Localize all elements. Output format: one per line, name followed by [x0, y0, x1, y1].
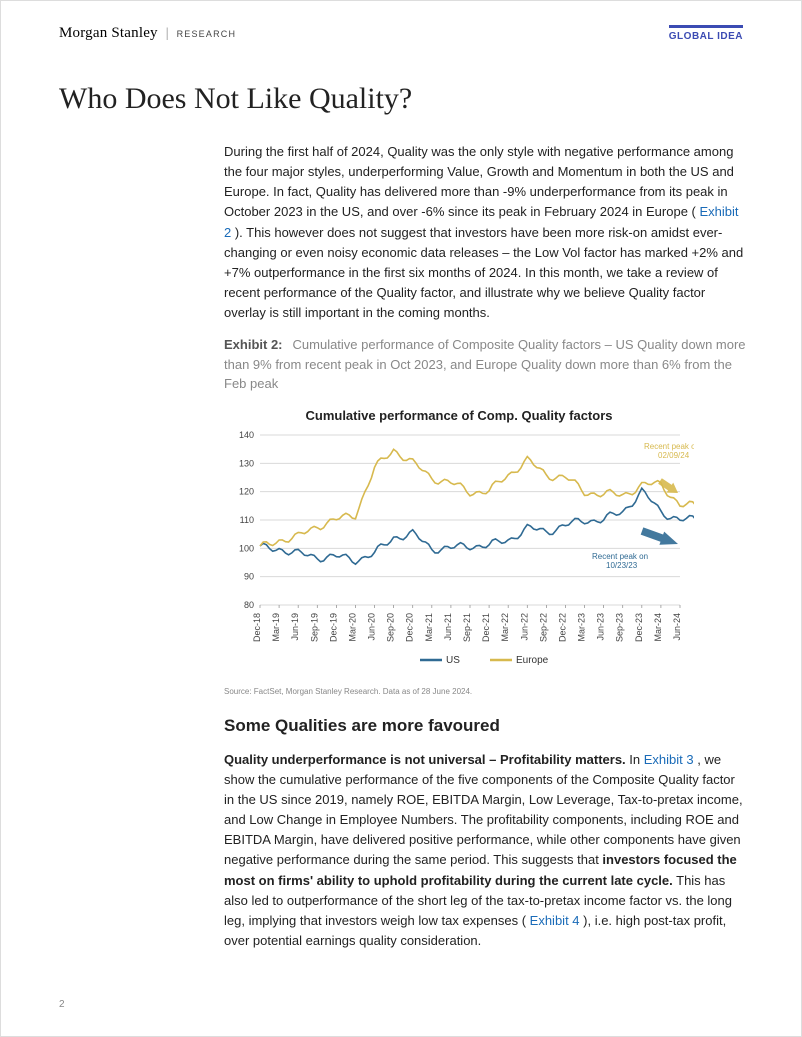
- svg-text:Mar-23: Mar-23: [577, 613, 587, 642]
- page-title: Who Does Not Like Quality?: [59, 82, 743, 116]
- global-idea-tag: GLOBAL IDEA: [669, 25, 743, 42]
- svg-text:110: 110: [240, 515, 254, 525]
- svg-text:Sep-23: Sep-23: [615, 613, 625, 642]
- svg-text:130: 130: [239, 458, 254, 468]
- svg-text:90: 90: [244, 571, 254, 581]
- para1-text-b: ). This however does not suggest that in…: [224, 225, 743, 321]
- page-number: 2: [59, 999, 65, 1010]
- chart-container: Cumulative performance of Comp. Quality …: [224, 408, 694, 681]
- svg-text:Mar-22: Mar-22: [500, 613, 510, 642]
- svg-text:Mar-24: Mar-24: [653, 613, 663, 642]
- svg-text:Europe: Europe: [516, 655, 549, 666]
- content: Who Does Not Like Quality? During the fi…: [1, 42, 801, 951]
- svg-text:100: 100: [239, 543, 254, 553]
- svg-text:Recent peak on: Recent peak on: [592, 552, 648, 561]
- svg-text:120: 120: [239, 486, 254, 496]
- svg-text:Dec-20: Dec-20: [405, 613, 415, 642]
- brand-name: Morgan Stanley: [59, 25, 158, 42]
- svg-text:Sep-19: Sep-19: [309, 613, 319, 642]
- para-2: Quality underperformance is not universa…: [224, 750, 746, 951]
- exhibit-4-link[interactable]: Exhibit 4: [530, 913, 583, 928]
- para1-text-a: During the first half of 2024, Quality w…: [224, 144, 734, 219]
- svg-text:02/09/24: 02/09/24: [658, 451, 690, 460]
- page-header: Morgan Stanley | RESEARCH GLOBAL IDEA: [1, 1, 801, 42]
- svg-text:Jun-23: Jun-23: [596, 613, 606, 641]
- quality-chart: 80 90 100 110 120 130 140 Dec-18 Mar-19 Jun-19 Sep…: [224, 431, 694, 681]
- svg-text:Jun-20: Jun-20: [367, 613, 377, 641]
- svg-text:80: 80: [244, 600, 254, 610]
- exhibit-2-caption-text: Cumulative performance of Composite Qual…: [224, 337, 746, 391]
- chart-source: Source: FactSet, Morgan Stanley Research…: [224, 687, 746, 696]
- intro-paragraph: During the first half of 2024, Quality w…: [224, 142, 746, 323]
- exhibit-2-label: Exhibit 2:: [224, 337, 283, 352]
- svg-text:Dec-22: Dec-22: [557, 613, 567, 642]
- svg-text:Dec-19: Dec-19: [328, 613, 338, 642]
- exhibit-3-link[interactable]: Exhibit 3: [644, 752, 697, 767]
- brand-block: Morgan Stanley | RESEARCH: [59, 25, 236, 42]
- svg-text:Recent peak on: Recent peak on: [644, 442, 694, 451]
- svg-text:Jun-24: Jun-24: [672, 613, 682, 641]
- svg-text:Jun-19: Jun-19: [290, 613, 300, 641]
- para2-text-b: , we show the cumulative performance of …: [224, 752, 743, 868]
- svg-text:US: US: [446, 655, 460, 666]
- svg-text:Mar-21: Mar-21: [424, 613, 434, 642]
- svg-text:Sep-21: Sep-21: [462, 613, 472, 642]
- svg-text:Mar-19: Mar-19: [271, 613, 281, 642]
- svg-text:Dec-23: Dec-23: [634, 613, 644, 642]
- svg-text:Jun-21: Jun-21: [443, 613, 453, 641]
- svg-text:Sep-20: Sep-20: [386, 613, 396, 642]
- svg-text:Mar-20: Mar-20: [347, 613, 357, 642]
- svg-text:Jun-22: Jun-22: [519, 613, 529, 641]
- para2-bold-a: Quality underperformance is not universa…: [224, 752, 626, 767]
- svg-text:10/23/23: 10/23/23: [606, 561, 638, 570]
- para2-text-a: In: [626, 752, 644, 767]
- svg-text:140: 140: [239, 431, 254, 440]
- svg-text:Sep-22: Sep-22: [538, 613, 548, 642]
- section-heading: Some Qualities are more favoured: [224, 716, 746, 736]
- brand-divider: |: [166, 26, 169, 42]
- chart-title: Cumulative performance of Comp. Quality …: [224, 408, 694, 423]
- brand-subtitle: RESEARCH: [177, 29, 237, 39]
- svg-text:Dec-18: Dec-18: [252, 613, 262, 642]
- exhibit-2-caption: Exhibit 2:Cumulative performance of Comp…: [224, 335, 746, 394]
- body-column: During the first half of 2024, Quality w…: [224, 142, 746, 951]
- svg-text:Dec-21: Dec-21: [481, 613, 491, 642]
